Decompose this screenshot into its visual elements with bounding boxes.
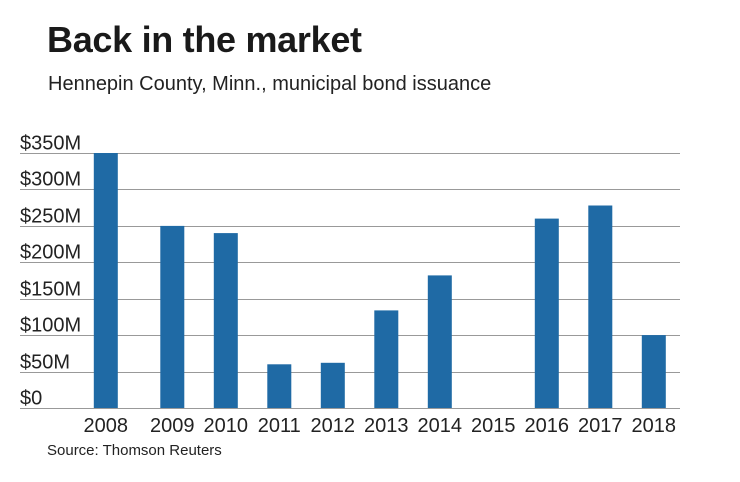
x-tick-label-2017: 2017: [578, 415, 623, 437]
y-tick-label-50: $50M: [20, 352, 70, 374]
y-axis-tick-labels: $0 $50M $100M $150M $200M $250M $300M $350M: [20, 133, 81, 410]
y-tick-label-150: $150M: [20, 279, 81, 301]
bar-2018: [641, 335, 666, 408]
x-tick-label-2012: 2012: [311, 415, 356, 437]
x-tick-label-2009: 2009: [150, 415, 195, 437]
bar-2012: [320, 362, 345, 408]
x-tick-label-2013: 2013: [364, 415, 409, 437]
y-tick-label-100: $100M: [20, 315, 81, 337]
x-tick-label-2016: 2016: [525, 415, 570, 437]
chart-subtitle: Hennepin County, Minn., municipal bond i…: [48, 73, 492, 95]
chart-title: Back in the market: [47, 19, 362, 60]
bars: [93, 153, 666, 408]
bar-2011: [267, 364, 292, 408]
gridlines: [20, 153, 680, 409]
bar-2013: [374, 310, 399, 408]
x-tick-label-2010: 2010: [204, 415, 249, 437]
x-tick-label-2011: 2011: [258, 415, 301, 437]
x-tick-label-2018: 2018: [632, 415, 677, 437]
bar-2014: [427, 275, 452, 408]
bar-2009: [160, 225, 185, 408]
y-tick-label-200: $200M: [20, 242, 81, 264]
source-note: Source: Thomson Reuters: [47, 442, 222, 459]
y-tick-label-300: $300M: [20, 169, 81, 191]
bar-2010: [213, 233, 238, 408]
x-tick-label-2015: 2015: [471, 415, 516, 437]
y-tick-label-250: $250M: [20, 206, 81, 228]
y-tick-label-0: $0: [20, 388, 42, 410]
x-axis-tick-labels: 2008 2009 2010 2011 2012 2013 2014 2015 2016 2017…: [84, 415, 677, 437]
bar-2017: [588, 205, 613, 408]
y-tick-label-350: $350M: [20, 133, 81, 155]
x-tick-label-2008: 2008: [84, 415, 129, 437]
bar-2008: [93, 153, 118, 408]
x-tick-label-2014: 2014: [418, 415, 463, 437]
bar-2016: [534, 218, 559, 408]
